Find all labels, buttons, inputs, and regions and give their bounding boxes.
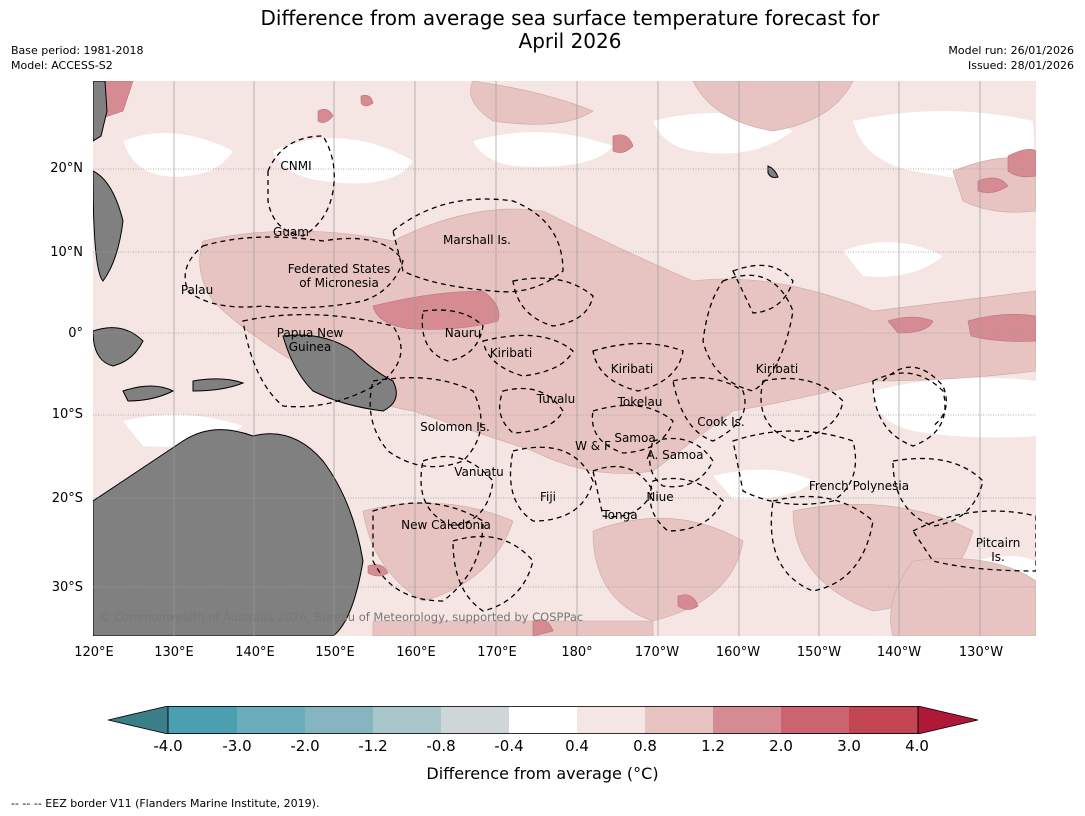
label-tokelau: Tokelau: [617, 395, 663, 409]
colorbar-segment: [373, 706, 441, 734]
colorbar: [108, 706, 978, 734]
label-png-line2: Guinea: [288, 340, 332, 354]
label-samoa: Samoa: [614, 431, 656, 445]
colorbar-tick: 2.0: [769, 737, 793, 755]
gridlines-lon: [173, 81, 981, 636]
colorbar-segment: [849, 706, 918, 734]
colorbar-label: Difference from average (°C): [426, 764, 659, 783]
colorbar-segment: [577, 706, 645, 734]
colorbar-tick: 4.0: [905, 737, 929, 755]
colorbar-segment: [237, 706, 305, 734]
label-wallis-futuna: W & F: [575, 439, 611, 453]
sst-anomaly-map: CNMI Guam Marshall Is. Federated States …: [93, 81, 1036, 636]
label-kiribati-east: Kiribati: [755, 362, 799, 376]
model-run: Model run: 26/01/2026: [948, 44, 1074, 57]
lon-label-130e: 130°E: [154, 645, 194, 660]
colorbar-tick: 1.2: [701, 737, 725, 755]
label-cnmi: CNMI: [280, 159, 312, 173]
label-kiribati-west: Kiribati: [489, 346, 533, 360]
colorbar-segment: [509, 706, 577, 734]
colorbar-tick: 0.8: [633, 737, 657, 755]
chart-title: Difference from average sea surface temp…: [0, 7, 1085, 53]
colorbar-arrow-high: [918, 706, 978, 734]
land-masses: [93, 81, 779, 636]
meta-right: Model run: 26/01/2026 Issued: 28/01/2026: [948, 43, 1074, 73]
label-palau: Palau: [180, 283, 214, 297]
map-layers: [93, 81, 1036, 636]
lon-label-140e: 140°E: [235, 645, 275, 660]
colorbar-tick: -1.2: [358, 737, 388, 755]
colorbar-tick: 0.4: [565, 737, 589, 755]
colorbar-tick: -3.0: [222, 737, 252, 755]
label-cook-islands: Cook Is.: [697, 415, 745, 429]
label-niue: Niue: [646, 490, 674, 504]
lat-label-10s: 10°S: [51, 407, 83, 422]
colorbar-tick: -0.4: [494, 737, 524, 755]
copyright-notice: © Commonwealth of Australia 2026, Bureau…: [99, 610, 584, 624]
lat-label-20n: 20°N: [50, 161, 83, 176]
label-tonga: Tonga: [602, 508, 638, 522]
lon-label-180: 180°: [561, 645, 593, 660]
label-fsm-line2: of Micronesia: [299, 276, 379, 290]
label-vanuatu: Vanuatu: [454, 465, 504, 479]
eez-footnote: -- -- -- EEZ border V11 (Flanders Marine…: [11, 797, 320, 810]
label-french-polynesia: French Polynesia: [808, 479, 910, 493]
label-american-samoa: A. Samoa: [646, 448, 704, 462]
lat-label-20s: 20°S: [51, 491, 83, 506]
label-nauru: Nauru: [444, 326, 482, 340]
label-solomon-islands: Solomon Is.: [420, 420, 490, 434]
label-guam: Guam: [273, 225, 309, 239]
warm-1-areas: [199, 81, 1036, 636]
lat-label-10n: 10°N: [50, 245, 83, 260]
label-marshall-islands: Marshall Is.: [443, 233, 511, 247]
lon-label-130w: 130°W: [958, 645, 1004, 660]
title-line-2: April 2026: [518, 29, 622, 53]
colorbar-segment: [713, 706, 781, 734]
lon-label-160w: 160°W: [715, 645, 761, 660]
lon-label-150e: 150°E: [315, 645, 355, 660]
lon-label-140w: 140°W: [876, 645, 922, 660]
label-png-line1: Papua New: [276, 326, 344, 340]
base-period: Base period: 1981-2018: [11, 44, 144, 57]
colorbar-tick: -2.0: [290, 737, 320, 755]
title-line-1: Difference from average sea surface temp…: [260, 6, 880, 30]
colorbar-segment: [168, 706, 237, 734]
eez-borders: [184, 135, 1036, 612]
lat-label-30s: 30°S: [51, 580, 83, 595]
issued-date: Issued: 28/01/2026: [967, 59, 1074, 72]
lon-label-170w: 170°W: [634, 645, 680, 660]
colorbar-arrow-low: [108, 706, 168, 734]
colorbar-tick: -0.8: [426, 737, 456, 755]
label-tuvalu: Tuvalu: [536, 392, 576, 406]
colorbar-segment: [305, 706, 373, 734]
colorbar-segment: [645, 706, 713, 734]
label-kiribati-central: Kiribati: [610, 362, 654, 376]
lon-label-150w: 150°W: [796, 645, 842, 660]
colorbar-segment: [441, 706, 509, 734]
label-pitcairn-line2: Is.: [991, 550, 1005, 564]
lon-label-170e: 170°E: [477, 645, 517, 660]
colorbar-segment: [781, 706, 849, 734]
lat-label-0: 0°: [68, 326, 83, 341]
lon-label-160e: 160°E: [396, 645, 436, 660]
meta-left: Base period: 1981-2018 Model: ACCESS-S2: [11, 43, 143, 73]
colorbar-tick: -4.0: [153, 737, 183, 755]
lon-label-120e: 120°E: [74, 645, 114, 660]
label-fsm-line1: Federated States: [287, 262, 391, 276]
colorbar-tick: 3.0: [837, 737, 861, 755]
label-pitcairn-line1: Pitcairn: [975, 536, 1021, 550]
model-name: Model: ACCESS-S2: [11, 59, 113, 72]
label-new-caledonia: New Caledonia: [401, 518, 491, 532]
label-fiji: Fiji: [539, 490, 557, 504]
